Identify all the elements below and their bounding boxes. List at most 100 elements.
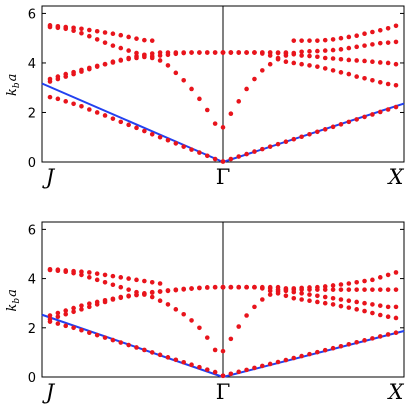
band-point [87, 301, 92, 306]
band-point [338, 122, 344, 127]
band-point [275, 359, 281, 365]
band-point [79, 103, 84, 109]
band-point [252, 50, 257, 55]
band-point [244, 86, 249, 92]
y-axis-label-main: k [5, 88, 20, 96]
band-point [71, 270, 76, 276]
band-point [322, 48, 328, 53]
band-point [267, 50, 273, 55]
band-point [165, 355, 171, 360]
band-point [110, 296, 116, 302]
band-point [354, 279, 359, 285]
band-point [307, 292, 312, 297]
band-point [346, 341, 352, 347]
band-point [126, 122, 131, 128]
band-point [189, 318, 194, 323]
band-point [102, 30, 108, 35]
band-point [322, 66, 328, 71]
band-point [87, 33, 92, 39]
band-point [79, 30, 84, 36]
band-point [393, 23, 399, 29]
band-point [189, 86, 194, 92]
band-point [283, 59, 289, 65]
light-line-left [41, 313, 224, 378]
band-point [142, 347, 147, 353]
band-point [71, 101, 76, 107]
band-point [173, 51, 179, 57]
band-point [102, 279, 108, 285]
band-point [110, 31, 116, 37]
band-point [134, 50, 139, 56]
band-point [63, 99, 69, 104]
band-point [315, 287, 320, 292]
band-point [55, 310, 61, 316]
band-point [110, 282, 116, 288]
band-point [330, 37, 336, 42]
band-point [362, 76, 367, 81]
band-point [197, 364, 202, 370]
band-point [142, 53, 147, 58]
band-point [338, 47, 344, 52]
band-point [126, 48, 131, 53]
band-point [94, 110, 100, 115]
band-point [307, 298, 312, 304]
band-point [346, 34, 352, 40]
band-point [87, 275, 92, 280]
band-point [267, 61, 273, 67]
band-point [354, 58, 359, 63]
band-point [322, 284, 328, 289]
band-point [79, 26, 84, 32]
band-point [165, 302, 171, 307]
band-point [299, 287, 304, 292]
band-point [212, 347, 218, 353]
band-point [126, 34, 131, 40]
band-point [299, 61, 304, 67]
band-point [385, 25, 391, 31]
band-point [228, 111, 234, 117]
band-point [291, 51, 297, 57]
band-point [212, 156, 218, 162]
band-point [275, 141, 281, 147]
band-point [55, 314, 61, 320]
band-point [204, 153, 210, 159]
band-point [260, 297, 265, 302]
band-point [197, 325, 202, 331]
band-point [134, 36, 139, 41]
band-point [102, 335, 108, 340]
band-point [197, 285, 202, 291]
band-point [63, 308, 69, 313]
band-point [267, 144, 273, 149]
band-point [165, 63, 171, 68]
band-point [338, 35, 344, 41]
band-point [220, 373, 226, 379]
band-point [157, 53, 163, 58]
band-point [338, 287, 344, 292]
band-point [244, 313, 249, 318]
band-point [244, 151, 249, 157]
band-point [260, 284, 265, 290]
band-point [260, 363, 265, 369]
band-point [181, 77, 186, 83]
band-point [204, 50, 210, 55]
band-point [299, 134, 304, 140]
band-point [228, 156, 234, 162]
x-symmetry-label-j: J [42, 380, 56, 404]
band-point [110, 43, 116, 48]
band-point [362, 114, 367, 120]
band-point [236, 369, 242, 375]
band-point [126, 56, 131, 62]
band-point [370, 29, 375, 35]
band-point [94, 271, 100, 276]
band-point [275, 291, 281, 296]
band-point [370, 310, 375, 316]
band-point [173, 70, 179, 76]
band-point [71, 309, 76, 315]
band-point [47, 316, 53, 322]
band-point [102, 113, 108, 118]
band-point [307, 53, 312, 59]
band-point [322, 287, 328, 292]
band-point [102, 61, 108, 67]
band-point [181, 144, 186, 149]
band-point [346, 298, 352, 304]
y-tick-label: 2 [28, 322, 36, 337]
